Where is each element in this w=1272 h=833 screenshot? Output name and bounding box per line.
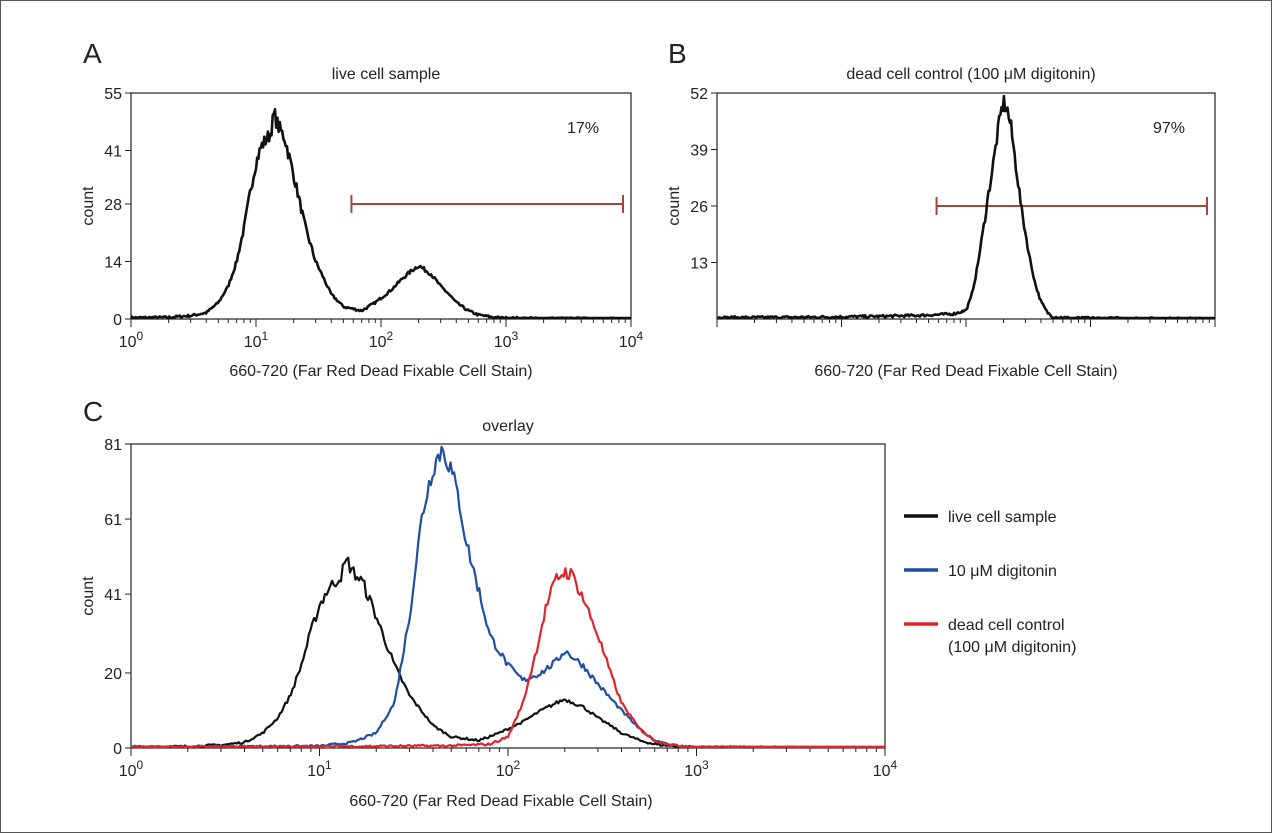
panel-c: C overlay 0 20 41 61 81 100 101 102 103 104 coun… bbox=[80, 396, 1076, 810]
panel-a-plot-frame bbox=[130, 92, 632, 320]
y-tick-label: 61 bbox=[104, 512, 122, 529]
y-tick-label: 14 bbox=[104, 254, 122, 271]
y-tick-label: 55 bbox=[104, 86, 122, 103]
panel-b-x-ticks bbox=[716, 319, 1216, 327]
x-tick-label: 103 bbox=[494, 329, 519, 351]
series-line-2 bbox=[130, 445, 885, 749]
x-tick-label: 101 bbox=[244, 329, 269, 351]
x-tick-label: 104 bbox=[619, 329, 644, 351]
panel-a-x-axis-label: 660-720 (Far Red Dead Fixable Cell Stain… bbox=[229, 363, 532, 380]
panel-b-gate bbox=[935, 197, 1208, 215]
panel-a-title: live cell sample bbox=[332, 66, 441, 83]
x-tick-label: 104 bbox=[873, 758, 898, 780]
series-line-3 bbox=[131, 567, 885, 749]
legend-label: dead cell control bbox=[948, 617, 1065, 634]
legend-label: 10 μM digitonin bbox=[948, 563, 1057, 580]
panel-b-gate-percent: 97% bbox=[1153, 120, 1185, 137]
x-tick-label: 102 bbox=[369, 329, 394, 351]
panel-a-y-ticks: 0 14 28 41 55 bbox=[104, 86, 131, 329]
y-tick-label: 41 bbox=[104, 587, 122, 604]
x-tick-label: 103 bbox=[684, 758, 709, 780]
panel-c-letter: C bbox=[83, 396, 103, 427]
panel-b-title: dead cell control (100 μM digitonin) bbox=[846, 66, 1095, 83]
panel-c-legend: live cell sample 10 μM digitonin dead cell… bbox=[904, 509, 1076, 656]
x-tick-label: 101 bbox=[307, 758, 332, 780]
legend-label: live cell sample bbox=[948, 509, 1057, 526]
x-tick-label: 100 bbox=[119, 758, 144, 780]
panel-a-gate bbox=[350, 194, 624, 213]
y-tick-label: 41 bbox=[104, 144, 122, 161]
y-tick-label: 28 bbox=[104, 197, 122, 214]
panel-b-series bbox=[716, 94, 1216, 320]
panel-a-series bbox=[130, 108, 632, 320]
x-tick-label: 102 bbox=[496, 758, 521, 780]
panel-a-y-axis-label: count bbox=[80, 186, 97, 226]
series-line-1 bbox=[130, 108, 632, 320]
panel-c-plot-frame bbox=[130, 443, 886, 749]
legend-label-line2: (100 μM digitonin) bbox=[948, 639, 1076, 656]
series-line-1 bbox=[131, 556, 885, 749]
y-tick-label: 26 bbox=[690, 199, 708, 216]
panel-b-letter: B bbox=[668, 38, 687, 69]
panel-c-title: overlay bbox=[482, 418, 534, 435]
y-tick-label: 0 bbox=[113, 312, 122, 329]
panel-a-gate-percent: 17% bbox=[567, 120, 599, 137]
panel-c-y-ticks: 0 20 41 61 81 bbox=[104, 437, 131, 758]
panel-c-x-ticks: 100 101 102 103 104 bbox=[119, 748, 898, 780]
panel-b-x-axis-label: 660-720 (Far Red Dead Fixable Cell Stain… bbox=[814, 363, 1117, 380]
panel-c-series bbox=[130, 445, 885, 749]
panel-b: B dead cell control (100 μM digitonin) 1… bbox=[666, 38, 1216, 380]
panel-a-letter: A bbox=[83, 38, 102, 69]
y-tick-label: 52 bbox=[690, 86, 708, 103]
panel-b-y-ticks: 13 26 39 52 bbox=[690, 86, 717, 273]
panel-b-y-axis-label: count bbox=[666, 186, 683, 226]
y-tick-label: 39 bbox=[690, 143, 708, 160]
panel-a-x-ticks: 100 101 102 103 104 bbox=[119, 319, 644, 351]
series-line-1 bbox=[716, 94, 1216, 320]
panel-c-y-axis-label: count bbox=[80, 576, 97, 616]
y-tick-label: 13 bbox=[690, 256, 708, 273]
y-tick-label: 20 bbox=[104, 666, 122, 683]
y-tick-label: 0 bbox=[113, 741, 122, 758]
y-tick-label: 81 bbox=[104, 437, 122, 454]
panel-c-x-axis-label: 660-720 (Far Red Dead Fixable Cell Stain… bbox=[349, 793, 652, 810]
x-tick-label: 100 bbox=[119, 329, 144, 351]
